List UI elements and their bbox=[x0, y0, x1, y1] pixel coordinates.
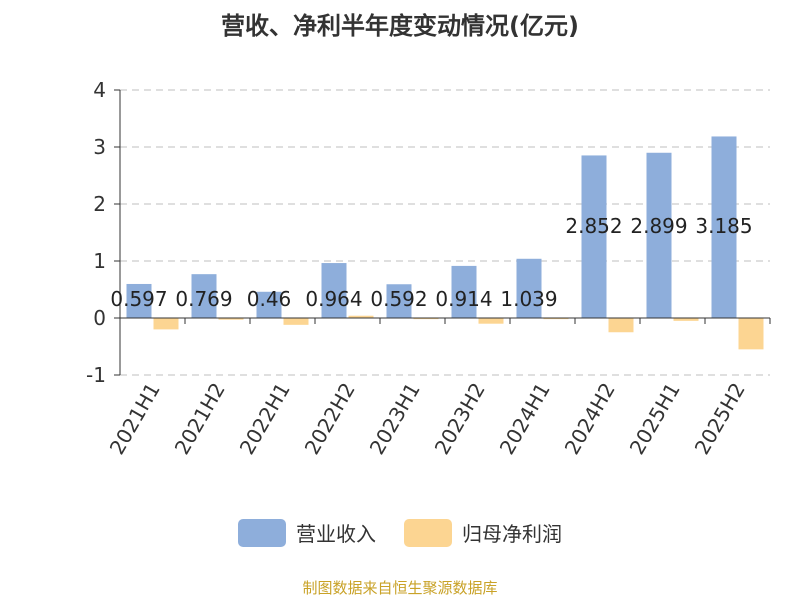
x-tick-label: 2025H1 bbox=[625, 379, 685, 459]
x-tick-label: 2024H2 bbox=[560, 379, 620, 459]
data-label: 0.964 bbox=[305, 287, 362, 311]
data-label: 2.852 bbox=[565, 214, 622, 238]
legend-swatch-net-profit bbox=[404, 518, 452, 547]
x-tick-label: 2022H1 bbox=[235, 379, 295, 459]
legend-swatch-revenue bbox=[238, 518, 286, 547]
chart-title: 营收、净利半年度变动情况(亿元) bbox=[221, 12, 579, 40]
y-tick-label: 4 bbox=[93, 78, 106, 102]
bar-net-profit bbox=[738, 318, 764, 350]
bar-net-profit bbox=[348, 315, 374, 318]
data-label: 0.46 bbox=[247, 287, 292, 311]
y-tick-label: 2 bbox=[93, 192, 106, 216]
data-labels-layer: 0.597 0.769 0.46 0.964 0.592 0.914 1.039 2.852 2… bbox=[110, 214, 752, 311]
legend: 营业收入 归母净利润 bbox=[0, 518, 800, 547]
bar-net-profit bbox=[153, 318, 179, 330]
x-tick-label: 2024H1 bbox=[495, 379, 555, 459]
bar-net-profit bbox=[673, 318, 699, 321]
y-tick-label: 1 bbox=[93, 249, 106, 273]
bar-revenue bbox=[711, 136, 737, 318]
data-label: 3.185 bbox=[695, 214, 752, 238]
y-tick-label: -1 bbox=[86, 363, 106, 387]
bar-net-profit bbox=[478, 318, 504, 324]
bar-revenue bbox=[581, 155, 607, 318]
bars-layer bbox=[126, 136, 764, 350]
bar-net-profit bbox=[283, 318, 309, 325]
bar-revenue bbox=[516, 258, 542, 318]
bar-net-profit bbox=[608, 318, 634, 333]
data-label: 0.597 bbox=[110, 287, 167, 311]
bar-revenue bbox=[191, 274, 217, 318]
x-tick-label: 2023H2 bbox=[430, 379, 490, 459]
y-tick-label: 3 bbox=[93, 135, 106, 159]
bar-revenue bbox=[321, 263, 347, 318]
bar-net-profit bbox=[413, 318, 439, 320]
bar-revenue bbox=[451, 265, 477, 318]
data-label: 1.039 bbox=[500, 287, 557, 311]
legend-label-revenue: 营业收入 bbox=[296, 522, 376, 546]
x-tick-label: 2021H2 bbox=[170, 379, 230, 459]
legend-label-net-profit: 归母净利润 bbox=[462, 522, 562, 546]
data-label: 0.914 bbox=[435, 287, 492, 311]
x-tick-label: 2022H2 bbox=[300, 379, 360, 459]
legend-item-net-profit[interactable]: 归母净利润 bbox=[404, 518, 562, 547]
data-label: 0.769 bbox=[175, 287, 232, 311]
y-tick-label: 0 bbox=[93, 306, 106, 330]
bar-net-profit bbox=[543, 318, 569, 320]
bar-revenue bbox=[256, 291, 282, 318]
bar-revenue bbox=[646, 152, 672, 318]
source-note: 制图数据来自恒生聚源数据库 bbox=[302, 579, 498, 597]
bar-revenue bbox=[126, 283, 152, 318]
x-tick-label: 2021H1 bbox=[105, 379, 165, 459]
x-tick-label: 2025H2 bbox=[690, 379, 750, 459]
data-label: 0.592 bbox=[370, 287, 427, 311]
bar-net-profit bbox=[218, 318, 244, 320]
data-label: 2.899 bbox=[630, 214, 687, 238]
x-tick-label: 2023H1 bbox=[365, 379, 425, 459]
bar-revenue bbox=[386, 284, 412, 318]
legend-item-revenue[interactable]: 营业收入 bbox=[238, 518, 376, 547]
